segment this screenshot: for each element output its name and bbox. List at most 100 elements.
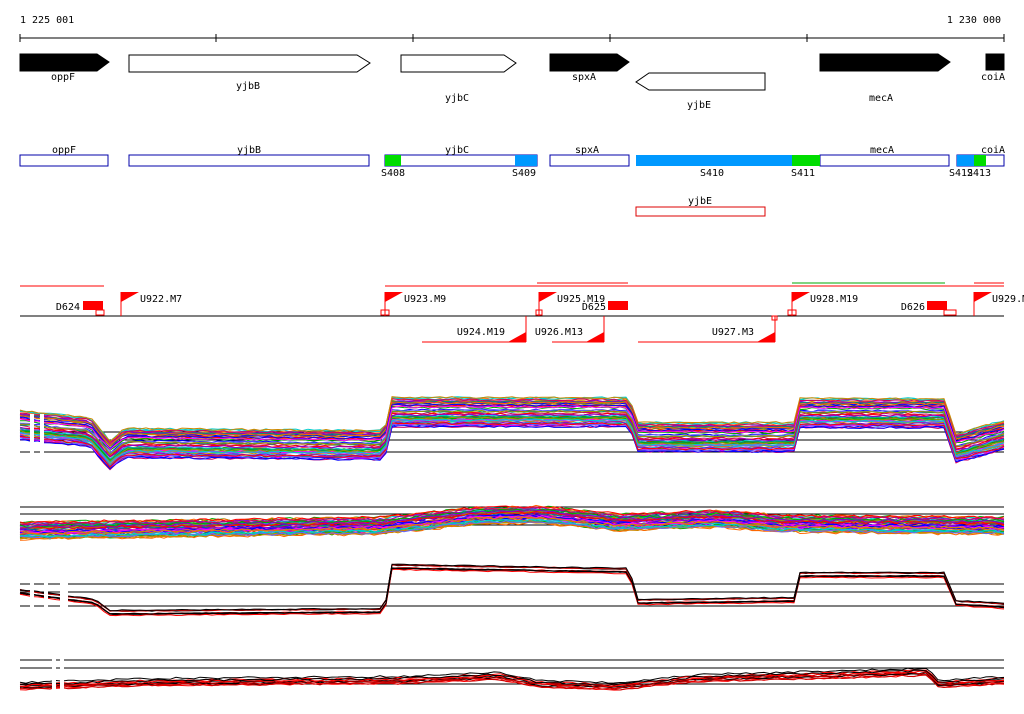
expression-profile-line [19, 567, 1005, 615]
segment-S413[interactable] [974, 155, 986, 166]
gene-box-label-yjbC: yjbC [445, 145, 469, 156]
expression-profile-line [19, 567, 1005, 615]
expression-profile-line [19, 674, 1005, 691]
expression-profile-line [19, 405, 1005, 451]
expression-profile-line [19, 409, 1005, 455]
expression-panel-3 [19, 563, 1005, 617]
gene-label-mecA: mecA [869, 93, 893, 104]
expression-profile-line [19, 568, 1005, 617]
gene-label-oppF: oppF [51, 72, 75, 83]
gene-label-coiA: coiA [981, 72, 1005, 83]
tu-label-D624: D624 [56, 302, 80, 313]
expression-profile-line [19, 669, 1005, 686]
antisense-box-label-yjbE: yjbE [688, 196, 712, 207]
segment-S408[interactable] [385, 155, 401, 166]
segment-S411[interactable] [792, 155, 820, 166]
tu-U926.M13[interactable]: U926.M13 [535, 316, 605, 343]
expression-profile-line [19, 408, 1005, 454]
tu-U928.M19[interactable]: U928.M19 [787, 292, 858, 316]
expression-profiles-1 [19, 396, 1005, 471]
expression-panel-4 [19, 655, 1005, 695]
gene-box-label-mecA: mecA [870, 145, 894, 156]
gene-arrow-yjbE[interactable]: yjbE [635, 72, 766, 111]
segment-label-S409: S409 [512, 168, 536, 179]
expression-profile-line [19, 506, 1004, 526]
gene-box-label-yjbB: yjbB [237, 145, 261, 156]
segment-label-S413: S413 [967, 168, 991, 179]
segment-label-S408: S408 [381, 168, 405, 179]
gene-box-yjbC[interactable] [384, 154, 538, 167]
expression-profile-line [19, 400, 1005, 446]
antisense-box-yjbE[interactable] [635, 206, 766, 217]
tu-label-U925.M19: U925.M19 [557, 294, 605, 305]
segment-S409[interactable] [515, 155, 537, 166]
gene-arrow-coiA[interactable]: coiA [981, 53, 1005, 83]
gene-box-label-coiA: coiA [981, 145, 1005, 156]
gene-arrow-track: oppF yjbB yjbC spxA yjbE mecA coiA [19, 53, 1005, 111]
segment-S410[interactable] [636, 155, 792, 166]
tu-label-U928.M19: U928.M19 [810, 294, 858, 305]
gene-box-yjbB[interactable] [128, 154, 370, 167]
tu-U924.M19[interactable]: U924.M19 [422, 316, 527, 343]
gene-box-spxA[interactable] [549, 154, 630, 167]
tu-D624[interactable]: D624 [56, 301, 105, 316]
expression-profile-line [19, 403, 1005, 450]
gene-arrow-spxA[interactable]: spxA [549, 53, 630, 83]
gene-arrow-yjbB[interactable]: yjbB [128, 54, 371, 92]
segment-label-S411: S411 [791, 168, 815, 179]
gene-box-label-spxA: spxA [575, 145, 599, 156]
expression-profile-line [19, 671, 1005, 689]
tu-U929.M[interactable]: U929.M [973, 292, 1024, 316]
expression-profile-line [19, 509, 1005, 529]
expression-profile-line [19, 422, 1005, 468]
tu-label-U929.M: U929.M [992, 294, 1024, 305]
tu-U922.M7[interactable]: U922.M7 [120, 292, 182, 316]
expression-profile-line [19, 563, 1005, 612]
tu-U923.M9[interactable]: U923.M9 [380, 292, 446, 316]
tu-label-D626: D626 [901, 302, 925, 313]
expression-profile-line [19, 518, 1005, 538]
expression-profile-line [19, 504, 1005, 525]
expression-profile-line [19, 413, 1005, 458]
gene-arrow-oppF[interactable]: oppF [19, 53, 110, 83]
tu-label-D625: D625 [582, 302, 606, 313]
segment-label-S410: S410 [700, 168, 724, 179]
gene-label-yjbC: yjbC [445, 93, 469, 104]
tu-label-U922.M7: U922.M7 [140, 294, 182, 305]
gene-arrow-yjbC[interactable]: yjbC [400, 54, 517, 104]
gene-label-spxA: spxA [572, 72, 596, 83]
gene-box-mecA[interactable] [819, 154, 950, 167]
segment-S412[interactable] [957, 155, 974, 166]
transcription-unit-track: D624 U922.M7 U923.M9 U925.M19 D625 U [20, 282, 1024, 343]
expression-panel-1 [19, 396, 1005, 471]
expression-profile-line [19, 398, 1005, 443]
expression-profile-line [19, 401, 1005, 446]
segment-track: oppF yjbB yjbC spxA mecA coiA S408 S409 … [19, 145, 1005, 217]
tu-label-U927.M3: U927.M3 [712, 327, 754, 338]
gene-arrow-mecA[interactable]: mecA [819, 53, 951, 104]
expression-profile-line [19, 396, 1005, 442]
expression-profile-line [19, 416, 1005, 463]
tu-label-U926.M13: U926.M13 [535, 327, 583, 338]
tu-D626[interactable]: D626 [901, 301, 957, 316]
segment-label-S412: S412 [949, 168, 973, 179]
expression-profile-line [19, 424, 1005, 470]
expression-profiles-2 [19, 504, 1005, 541]
tu-label-U923.M9: U923.M9 [404, 294, 446, 305]
ruler-start-label: 1 225 001 [20, 15, 74, 26]
expression-profiles-3 [19, 563, 1005, 617]
tu-U927.M3[interactable]: U927.M3 [638, 315, 778, 343]
expression-profile-line [19, 567, 1005, 615]
expression-profile-line [19, 510, 1005, 529]
ruler-end-label: 1 230 000 [947, 15, 1001, 26]
tu-U925.M19[interactable]: U925.M19 [535, 292, 605, 316]
tu-D625[interactable]: D625 [582, 301, 628, 313]
expression-panel-2 [19, 504, 1005, 541]
tu-label-U924.M19: U924.M19 [457, 327, 505, 338]
coordinate-ruler: 1 225 001 1 230 000 [19, 15, 1005, 42]
expression-profile-line [19, 564, 1005, 612]
expression-profile-line [19, 418, 1005, 464]
expression-profile-line [19, 567, 1005, 615]
gene-box-oppF[interactable] [19, 154, 109, 167]
